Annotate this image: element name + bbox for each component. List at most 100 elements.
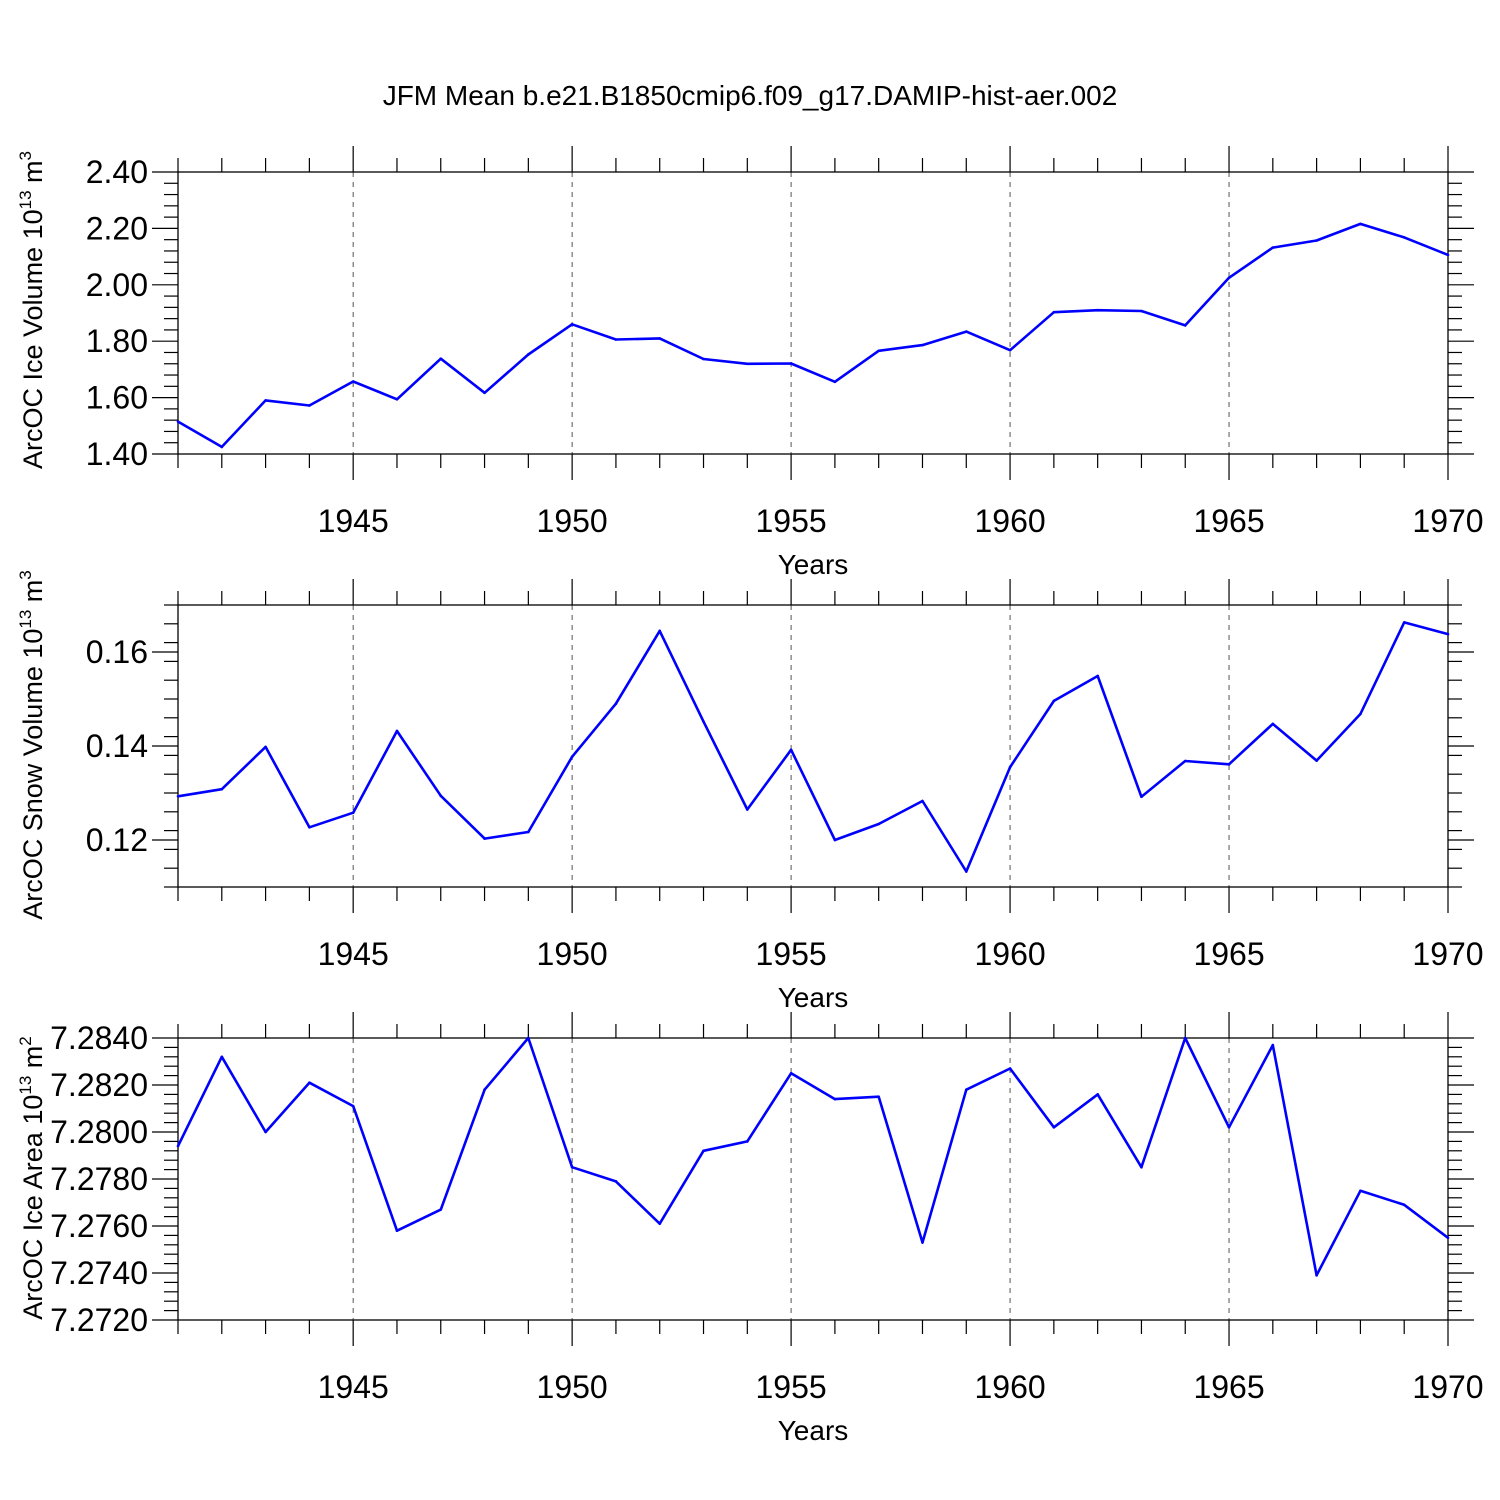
data-point (308, 826, 311, 829)
data-point (1096, 674, 1099, 678)
y-tick-label: 1.80 (86, 323, 148, 359)
data-point (658, 1222, 662, 1225)
data-point (308, 1081, 311, 1084)
data-point (877, 349, 880, 353)
plot-frame (177, 604, 1449, 888)
data-point (921, 343, 924, 347)
x-tick-label: 1960 (974, 936, 1045, 972)
plot-frame (177, 1037, 1449, 1321)
data-point (176, 420, 180, 423)
y-axis-label: ArcOC Snow Volume 1013 m3 (16, 570, 48, 920)
x-tick-label: 1955 (756, 503, 827, 539)
y-axis-label-unit-exponent: 2 (16, 1036, 35, 1045)
x-tick-label: 1955 (756, 1369, 827, 1405)
data-point (1271, 722, 1275, 726)
y-axis-label-unit-exponent: 3 (16, 570, 35, 579)
data-point (1402, 1203, 1406, 1207)
data-point (308, 404, 311, 407)
y-tick-label: 7.2780 (50, 1161, 148, 1197)
data-point (1052, 699, 1056, 703)
x-tick-label: 1960 (974, 1369, 1045, 1405)
data-point (789, 362, 793, 365)
data-point (789, 748, 793, 752)
y-tick-label: 0.12 (86, 822, 148, 858)
data-point (176, 1144, 180, 1148)
data-point (614, 702, 618, 705)
y-axis-label-unit: m (18, 1046, 48, 1076)
data-point (1446, 253, 1450, 257)
data-point (1140, 795, 1143, 799)
data-point (964, 1088, 968, 1091)
x-tick-label: 1965 (1193, 936, 1264, 972)
x-tick-label: 1970 (1412, 936, 1483, 972)
data-point (176, 794, 180, 798)
y-axis-label-exponent: 13 (16, 190, 35, 209)
series-line (176, 1036, 1449, 1277)
data-point (702, 1149, 705, 1153)
y-tick-label: 7.2720 (50, 1302, 148, 1338)
data-point (527, 353, 530, 356)
x-tick-label: 1970 (1412, 503, 1483, 539)
data-point (1359, 712, 1362, 716)
data-point (964, 870, 968, 873)
series-line (177, 621, 1449, 873)
data-point (527, 1036, 530, 1040)
series-line (177, 222, 1449, 449)
x-tick-label: 1955 (756, 936, 827, 972)
data-point (1402, 621, 1406, 624)
x-tick-label: 1950 (537, 503, 608, 539)
x-tick-label: 1950 (537, 936, 608, 972)
x-tick-label: 1945 (318, 1369, 389, 1405)
data-point (702, 357, 705, 361)
data-point (570, 322, 574, 326)
data-point (264, 745, 267, 749)
chart-panel-1: 1.40 1.60 1.80 2.00 2.20 2.40 1945 1950 1955 1960… (16, 146, 1484, 580)
x-axis-label: Years (778, 549, 849, 580)
x-tick-label: 1970 (1412, 1369, 1483, 1405)
data-point (1008, 765, 1012, 769)
y-axis-label-unit: m (18, 160, 48, 190)
data-point (1008, 348, 1012, 352)
x-tick-label: 1960 (974, 503, 1045, 539)
data-point (1446, 632, 1450, 636)
data-point (1140, 1165, 1143, 1169)
data-point (483, 1088, 486, 1091)
y-axis-label: ArcOC Ice Area 1013 m2 (16, 1036, 48, 1320)
y-tick-label: 0.16 (86, 634, 148, 670)
data-point (570, 1165, 574, 1169)
data-point (833, 1097, 837, 1101)
data-point (351, 380, 355, 383)
data-point (702, 720, 705, 723)
data-point (614, 338, 618, 341)
data-point (833, 838, 837, 842)
data-point (527, 830, 530, 834)
y-tick-label: 7.2840 (50, 1020, 148, 1056)
data-point (220, 787, 224, 791)
data-point (1227, 763, 1231, 766)
y-tick-label: 7.2760 (50, 1208, 148, 1244)
x-axis-label: Years (778, 1415, 849, 1446)
chart-panel-2: 0.12 0.14 0.16 1945 1950 1955 1960 1965 1970 Year… (16, 570, 1484, 1013)
data-point (439, 1208, 443, 1211)
data-point (1227, 1126, 1231, 1129)
y-tick-label: 2.40 (86, 154, 148, 190)
data-point (570, 755, 574, 759)
x-tick-label: 1945 (318, 503, 389, 539)
data-point (1096, 1093, 1099, 1096)
y-tick-label: 2.00 (86, 267, 148, 303)
data-point (789, 1071, 793, 1075)
y-axis-label-unit-exponent: 3 (16, 151, 35, 160)
y-axis-label-text: ArcOC Snow Volume 10 (18, 629, 48, 920)
data-point (833, 380, 837, 384)
data-point (395, 1229, 399, 1232)
data-point (1227, 276, 1231, 280)
figure-title: JFM Mean b.e21.B1850cmip6.f09_g17.DAMIP-… (383, 80, 1118, 111)
data-point (1183, 759, 1187, 763)
data-point (1183, 1036, 1187, 1040)
plot-frame (177, 171, 1449, 455)
data-point (439, 794, 443, 798)
y-axis-label-text: ArcOC Ice Area 10 (18, 1095, 48, 1320)
y-tick-label: 7.2740 (50, 1255, 148, 1291)
data-point (1359, 222, 1362, 226)
